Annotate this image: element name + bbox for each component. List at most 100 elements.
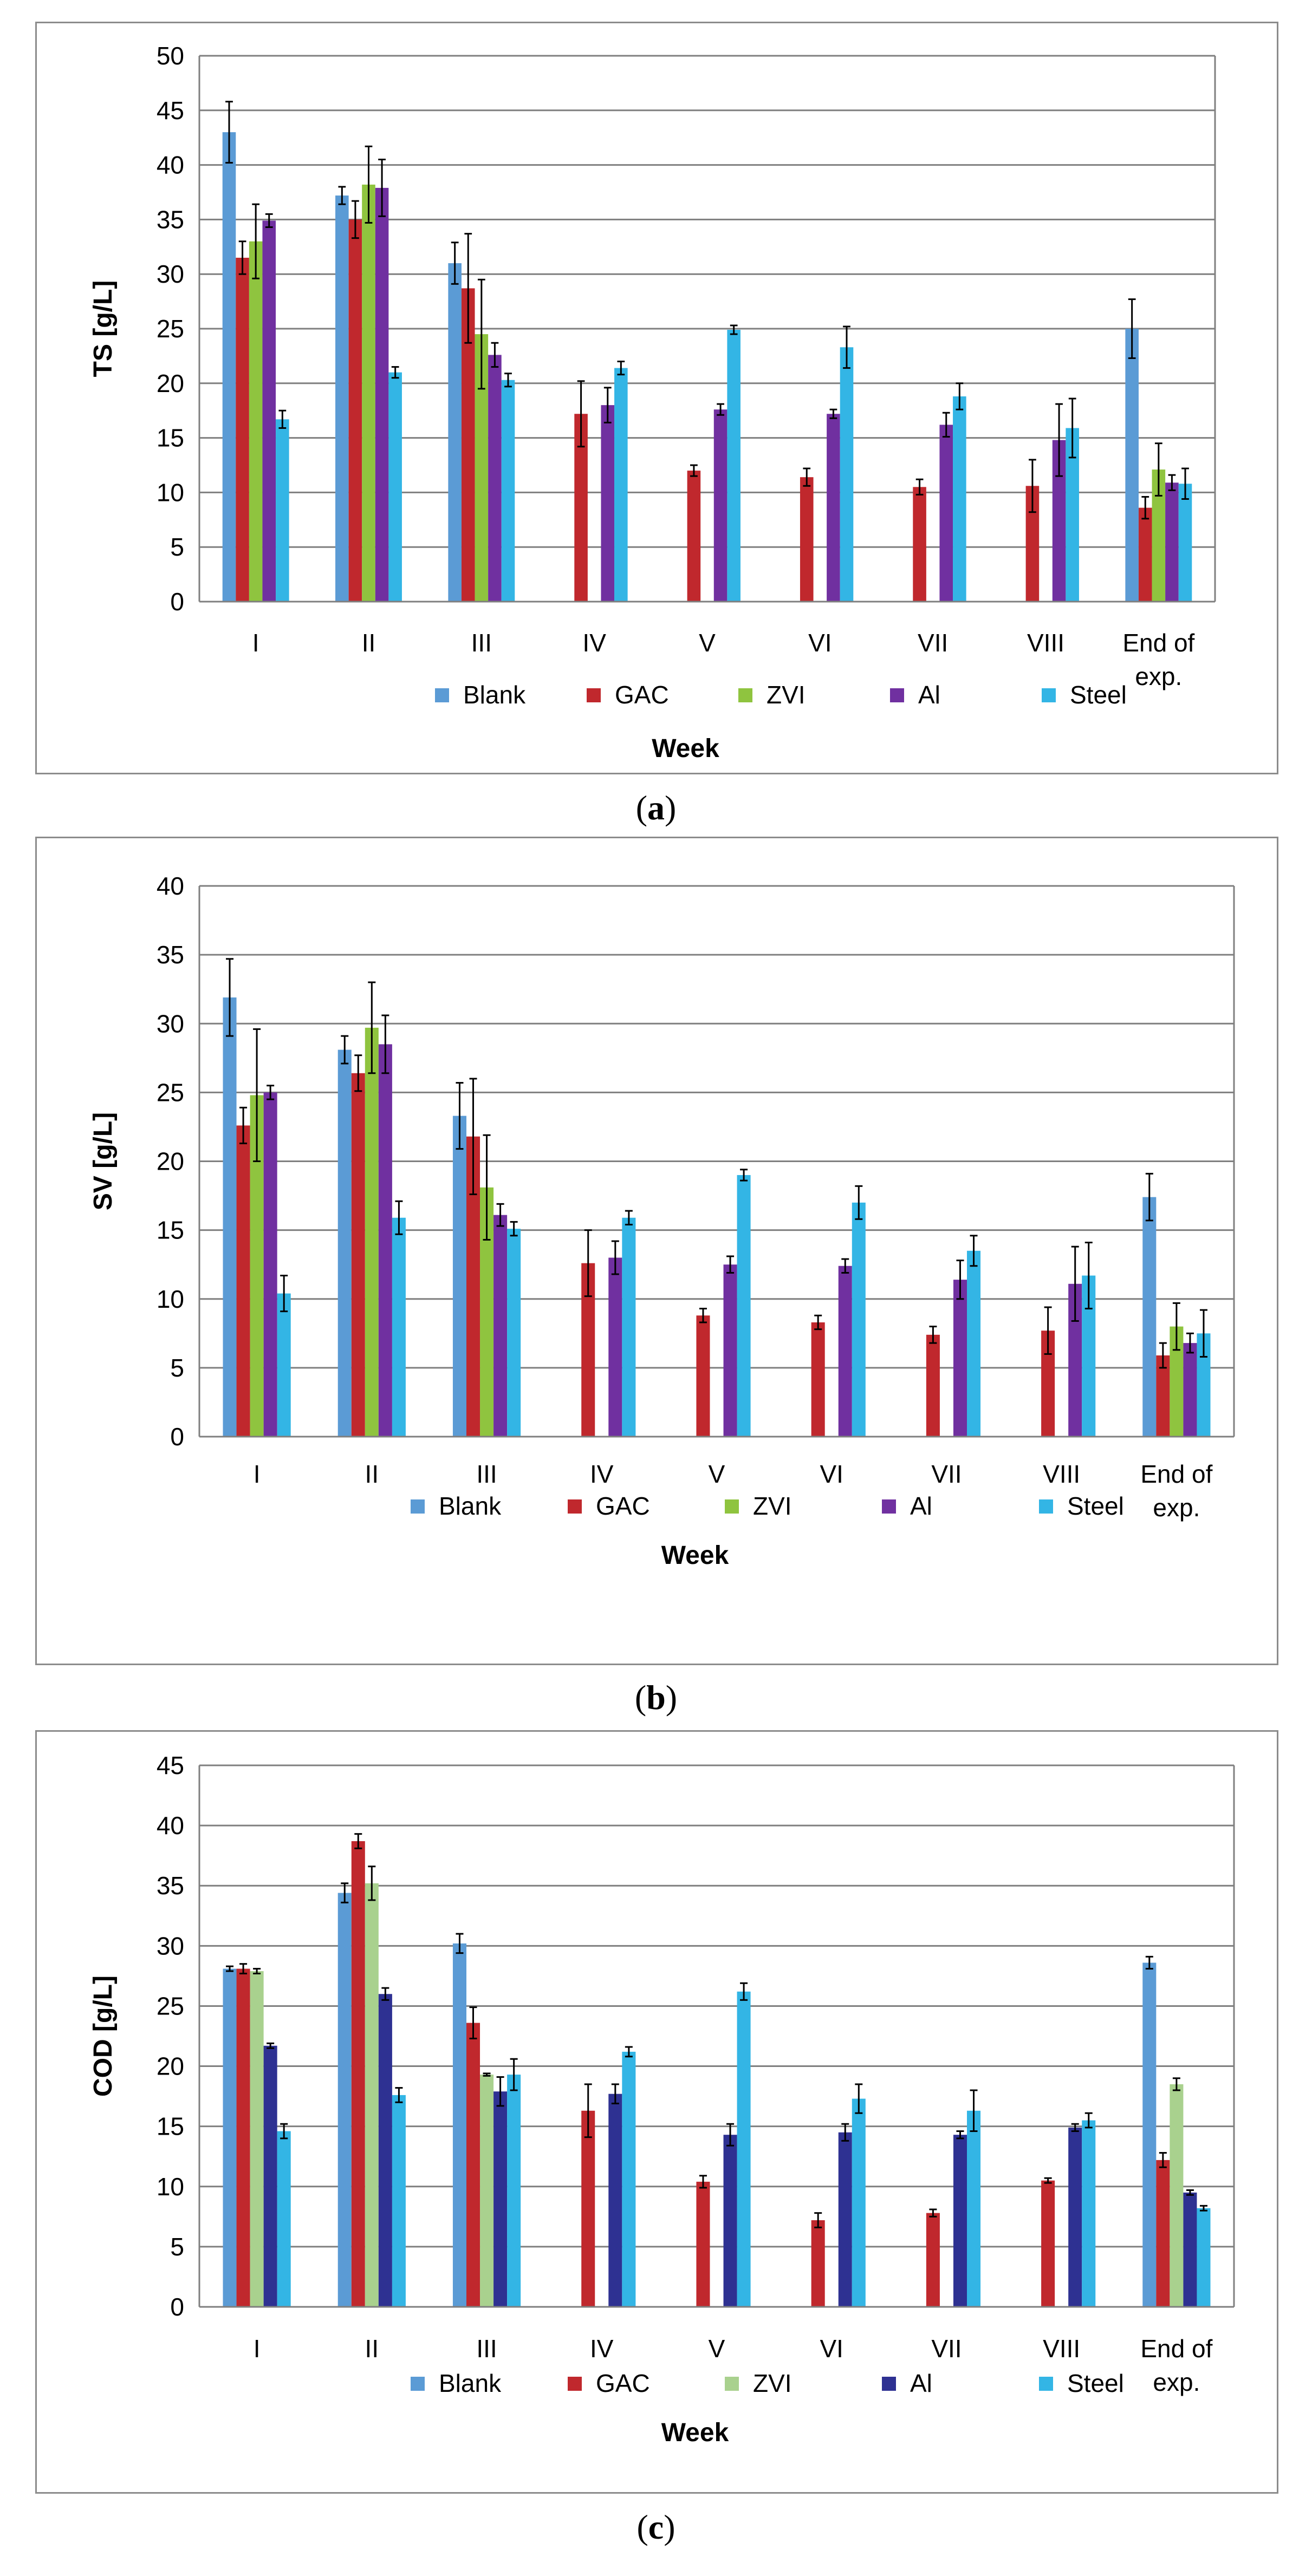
x-tick-label: VII <box>931 2334 962 2363</box>
x-tick-label: I <box>254 1460 261 1488</box>
legend-swatch-blank <box>435 688 449 702</box>
bar-gac <box>348 219 362 602</box>
chart-panel-a: 0 5 10 15 20 25 30 35 40 45 50 TS [g/L] I II III IV V VI V… <box>35 22 1278 774</box>
x-tick-label: VII <box>918 629 948 657</box>
bar-steel <box>852 2098 866 2307</box>
y-tick-label: 0 <box>170 2293 184 2321</box>
y-tick-label: 35 <box>157 1871 184 1900</box>
y-tick-label: 0 <box>170 588 184 616</box>
bar-gac <box>1138 507 1152 602</box>
legend-swatch-blank <box>411 2377 425 2391</box>
caption-a-open: ( <box>635 788 647 827</box>
bar-gac <box>811 2220 825 2307</box>
bar-al <box>601 405 615 602</box>
bar-gac <box>236 1125 250 1437</box>
bar-steel <box>1197 2208 1211 2307</box>
x-tick-label: VI <box>820 2334 843 2363</box>
bar-blank <box>335 195 349 602</box>
bar-blank <box>1142 1962 1157 2307</box>
y-tick-label: 50 <box>157 42 184 70</box>
y-tick-label: 45 <box>157 1751 184 1779</box>
y-axis-label: COD [g/L] <box>89 1975 118 2097</box>
bar-steel <box>737 1991 751 2307</box>
bar-gac <box>466 2023 480 2307</box>
bar-steel <box>852 1202 866 1437</box>
x-tick-label: VI <box>808 629 832 657</box>
bar-blank <box>337 1893 352 2307</box>
caption-b-close: ) <box>665 1678 678 1717</box>
bar-zvi <box>480 2075 494 2307</box>
legend-swatch-al <box>882 2377 896 2391</box>
legend-label-zvi: ZVI <box>753 2369 792 2397</box>
bar-al <box>723 1264 737 1437</box>
legend: Blank GAC ZVI Al Steel <box>411 2369 1124 2397</box>
y-tick-label: 15 <box>157 424 184 452</box>
y-tick-label: 10 <box>157 1285 184 1313</box>
legend-label-blank: Blank <box>439 2369 502 2397</box>
x-tick-label: III <box>476 2334 497 2363</box>
x-tick-label: II <box>365 1460 379 1488</box>
x-tick-label: IV <box>590 1460 614 1488</box>
x-axis-label: Week <box>661 1541 729 1570</box>
bar-blank <box>223 1968 237 2307</box>
legend-swatch-gac <box>587 688 601 702</box>
bar-steel <box>277 1293 291 1437</box>
legend: Blank GAC ZVI Al Steel <box>435 681 1127 709</box>
caption-c-close: ) <box>664 2508 676 2546</box>
y-tick-label: 35 <box>157 941 184 969</box>
bar-zvi <box>249 241 263 602</box>
bar-steel <box>276 419 289 602</box>
y-tick-label: 40 <box>157 151 184 179</box>
bar-al <box>939 425 953 602</box>
y-tick-label: 30 <box>157 260 184 288</box>
x-tick-label: I <box>252 629 259 657</box>
legend-swatch-al <box>890 688 904 702</box>
bar-gac <box>236 257 249 602</box>
bar-al <box>608 2094 622 2307</box>
bar-al <box>608 1257 622 1437</box>
bar-gac <box>236 1968 250 2307</box>
x-tick-label: VI <box>820 1460 843 1488</box>
caption-a-letter: a <box>647 788 665 827</box>
bar-al <box>713 409 728 602</box>
y-axis-label: SV [g/L] <box>89 1112 118 1210</box>
bar-al <box>827 414 840 602</box>
bar-al <box>378 1994 392 2307</box>
bar-steel <box>1082 2120 1096 2307</box>
y-tick-label: 30 <box>157 1009 184 1038</box>
bar-al <box>953 1280 967 1437</box>
chart-panel-b: 0 5 10 15 20 25 30 35 40 SV [g/L] I II III IV V VI VII VI… <box>35 837 1278 1665</box>
caption-c-open: ( <box>636 2508 648 2546</box>
bar-gac <box>581 2110 595 2307</box>
bar-al <box>1068 2127 1082 2307</box>
y-tick-label: 40 <box>157 1811 184 1840</box>
caption-b-letter: b <box>646 1678 666 1717</box>
legend-label-zvi: ZVI <box>753 1492 792 1520</box>
bar-zvi <box>1170 2084 1184 2307</box>
x-tick-label: VII <box>931 1460 962 1488</box>
y-tick-label: 10 <box>157 478 184 506</box>
legend-swatch-steel <box>1039 2377 1053 2391</box>
bar-blank <box>1125 329 1139 602</box>
bar-gac <box>696 2181 710 2307</box>
bars <box>223 958 1211 1437</box>
y-tick-label: 5 <box>170 533 184 561</box>
bars <box>223 1833 1211 2307</box>
x-tick-label: End of exp. <box>1140 2334 1212 2396</box>
bar-al <box>493 2091 508 2307</box>
legend-swatch-zvi <box>738 688 752 702</box>
legend-label-al: Al <box>910 1492 932 1520</box>
bar-gac <box>687 471 701 602</box>
x-tick-label: V <box>699 629 716 657</box>
y-tick-label: 40 <box>157 872 184 900</box>
legend-swatch-blank <box>411 1499 425 1514</box>
bar-zvi <box>365 1027 379 1437</box>
y-axis-label: TS [g/L] <box>89 281 118 377</box>
bar-steel <box>392 2095 406 2307</box>
bar-blank <box>448 263 462 602</box>
bar-steel <box>967 2110 981 2307</box>
x-tick-label: VIII <box>1027 629 1064 657</box>
legend-label-blank: Blank <box>439 1492 502 1520</box>
bar-al <box>375 187 389 602</box>
